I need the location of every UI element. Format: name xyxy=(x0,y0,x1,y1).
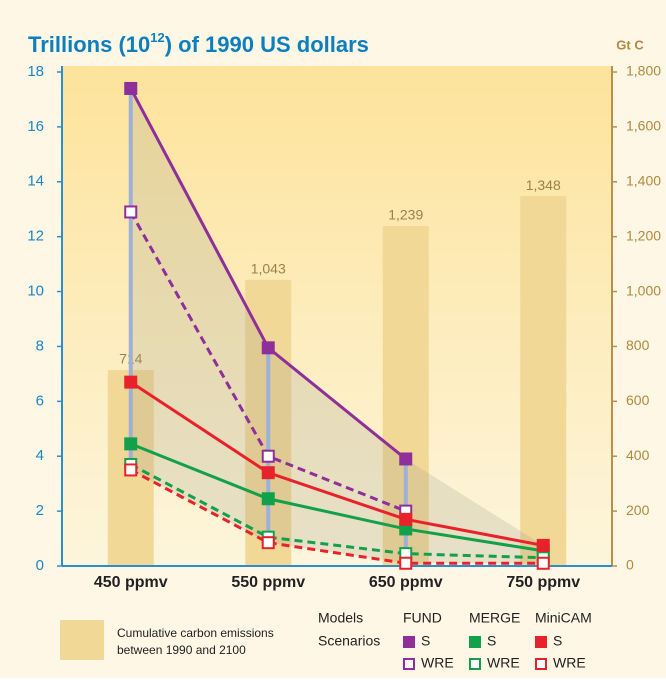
marker xyxy=(261,536,275,550)
models-label: Models xyxy=(318,610,363,626)
legend-label: WRE xyxy=(421,655,454,671)
x-tick-label: 450 ppmv xyxy=(94,574,168,591)
legend-marker xyxy=(403,658,415,670)
legend-marker xyxy=(535,658,547,670)
y-tick-label: 8 xyxy=(36,337,44,354)
bar xyxy=(520,196,567,566)
marker xyxy=(124,81,138,95)
legend-group: MiniCAM xyxy=(535,610,592,626)
bar-value-label: 1,348 xyxy=(526,177,561,193)
y2-tick-label: 400 xyxy=(626,447,650,463)
y2-tick-label: 600 xyxy=(626,392,650,408)
marker xyxy=(124,437,138,451)
legend-label: S xyxy=(553,633,562,649)
marker xyxy=(399,452,413,466)
marker xyxy=(261,341,275,355)
title-superscript: 12 xyxy=(150,30,164,45)
y2-tick-label: 1,400 xyxy=(626,172,661,188)
y-tick-label: 14 xyxy=(27,173,44,190)
line xyxy=(129,380,544,547)
chart-title: Trillions (1012) of 1990 US dollars xyxy=(28,30,369,56)
y-tick-label: 12 xyxy=(27,228,44,245)
y-tick-label: 6 xyxy=(36,392,44,409)
y-tick-label: 2 xyxy=(36,502,44,519)
marker xyxy=(261,492,275,506)
legend-marker xyxy=(469,636,481,648)
legend-label: WRE xyxy=(553,655,586,671)
y-tick-label: 4 xyxy=(36,447,44,464)
marker xyxy=(124,463,138,477)
legend-group: MERGE xyxy=(469,610,520,626)
legend-label: S xyxy=(421,633,430,649)
line xyxy=(130,442,544,553)
y-tick-label: 0 xyxy=(36,557,44,574)
bar-value-label: 1,239 xyxy=(388,207,423,223)
legend-marker xyxy=(535,636,547,648)
line xyxy=(130,463,544,560)
y2-tick-label: 1,600 xyxy=(626,118,661,134)
y2-tick-label: 1,000 xyxy=(626,282,661,298)
y2-axis-label: Gt C xyxy=(616,37,644,52)
marker xyxy=(261,466,275,480)
x-tick-label: 750 ppmv xyxy=(506,574,580,591)
title-part: Trillions (10 xyxy=(28,32,150,57)
line xyxy=(130,468,544,565)
legend-swatch xyxy=(60,620,104,660)
legend-marker xyxy=(469,658,481,670)
marker xyxy=(399,512,413,526)
legend-group: FUND xyxy=(403,610,442,626)
y-tick-label: 16 xyxy=(27,118,44,135)
x-tick-label: 650 ppmv xyxy=(369,574,443,591)
title-part: ) of 1990 US dollars xyxy=(165,32,369,57)
legend-label: WRE xyxy=(487,655,520,671)
y2-tick-label: 1,200 xyxy=(626,227,661,243)
marker xyxy=(536,556,550,570)
legend-label: between 1990 and 2100 xyxy=(117,643,246,657)
marker xyxy=(124,205,138,219)
x-tick-label: 550 ppmv xyxy=(231,574,305,591)
range-shading xyxy=(130,88,544,564)
y2-tick-label: 800 xyxy=(626,337,650,353)
marker xyxy=(124,375,138,389)
marker xyxy=(536,538,550,552)
marker xyxy=(261,449,275,463)
y-tick-label: 18 xyxy=(27,63,44,80)
legend-marker xyxy=(403,636,415,648)
y2-tick-label: 1,800 xyxy=(626,63,661,79)
marker xyxy=(399,556,413,570)
scenarios-label: Scenarios xyxy=(318,633,380,649)
legend-label: Cumulative carbon emissions xyxy=(117,626,274,640)
bar-value-label: 1,043 xyxy=(251,260,286,276)
y-tick-label: 10 xyxy=(27,283,44,300)
legend-label: S xyxy=(487,633,496,649)
y2-tick-label: 200 xyxy=(626,502,650,518)
y2-tick-label: 0 xyxy=(626,557,634,573)
